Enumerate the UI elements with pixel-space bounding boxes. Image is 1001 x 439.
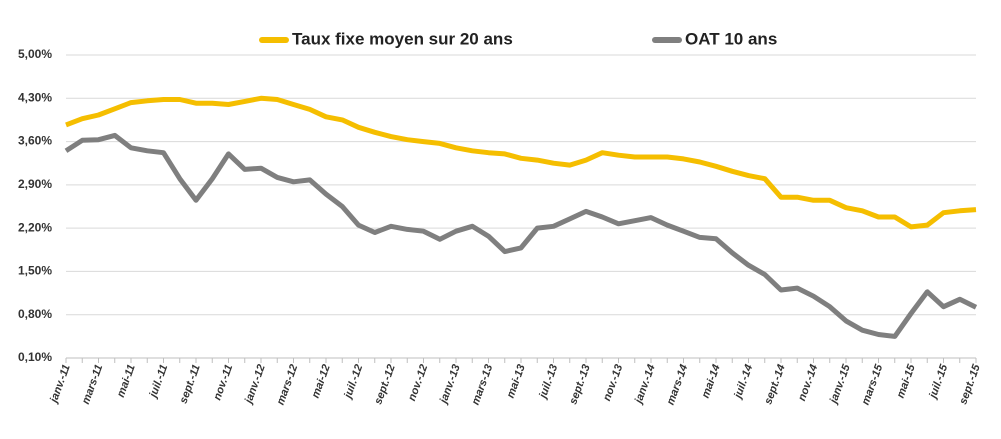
x-tick-label: janv.-15: [827, 362, 853, 407]
x-tick-label: sept.-14: [762, 363, 787, 406]
y-tick-label: 3,60%: [18, 134, 52, 148]
x-tick-label: juil.-11: [147, 363, 171, 401]
x-tick-label: nov.-13: [601, 363, 625, 403]
x-tick-label: juil.-14: [731, 363, 755, 402]
series-line: [64, 132, 978, 339]
x-tick-label: mars-15: [860, 362, 886, 407]
x-tick-label: juil.-15: [926, 362, 950, 402]
x-tick-label: nov.-12: [406, 363, 430, 403]
x-tick-label: mai-14: [700, 363, 723, 400]
legend-label: Taux fixe moyen sur 20 ans: [292, 29, 513, 48]
x-tick-label: mai-11: [115, 363, 138, 399]
x-tick-label: janv.-13: [437, 363, 463, 407]
x-tick-label: sept.-15: [957, 362, 983, 406]
x-tick-label: mai-12: [310, 363, 333, 400]
x-tick-label: nov.-11: [211, 363, 235, 402]
y-tick-label: 0,80%: [18, 307, 52, 321]
y-tick-label: 2,20%: [18, 220, 52, 234]
x-tick-label: mars-12: [275, 363, 301, 407]
x-tick-label: mars-13: [470, 363, 496, 407]
x-tick-label: sept.-12: [372, 363, 397, 406]
x-tick-label: sept.-13: [567, 363, 592, 406]
x-tick-label: sept.-11: [178, 363, 203, 405]
x-tick-label: mai-13: [505, 363, 528, 400]
x-tick-label: janv.-14: [632, 363, 658, 407]
y-tick-label: 1,50%: [18, 264, 52, 278]
x-tick-label: juil.-13: [536, 363, 560, 402]
series-line: [65, 95, 977, 230]
x-tick-label: janv.-12: [242, 363, 268, 407]
y-tick-label: 0,10%: [18, 350, 52, 364]
y-tick-label: 5,00%: [18, 47, 52, 61]
x-tick-label: janv.-11: [47, 363, 72, 406]
y-tick-label: 2,90%: [18, 177, 52, 191]
x-tick-label: nov.-14: [796, 363, 820, 403]
legend-label: OAT 10 ans: [685, 29, 777, 48]
x-tick-label: juil.-12: [341, 363, 365, 402]
x-tick-label: mars-11: [80, 363, 105, 406]
y-tick-label: 4,30%: [18, 90, 52, 104]
x-tick-label: mars-14: [665, 363, 691, 407]
x-tick-label: mai-15: [895, 362, 918, 400]
